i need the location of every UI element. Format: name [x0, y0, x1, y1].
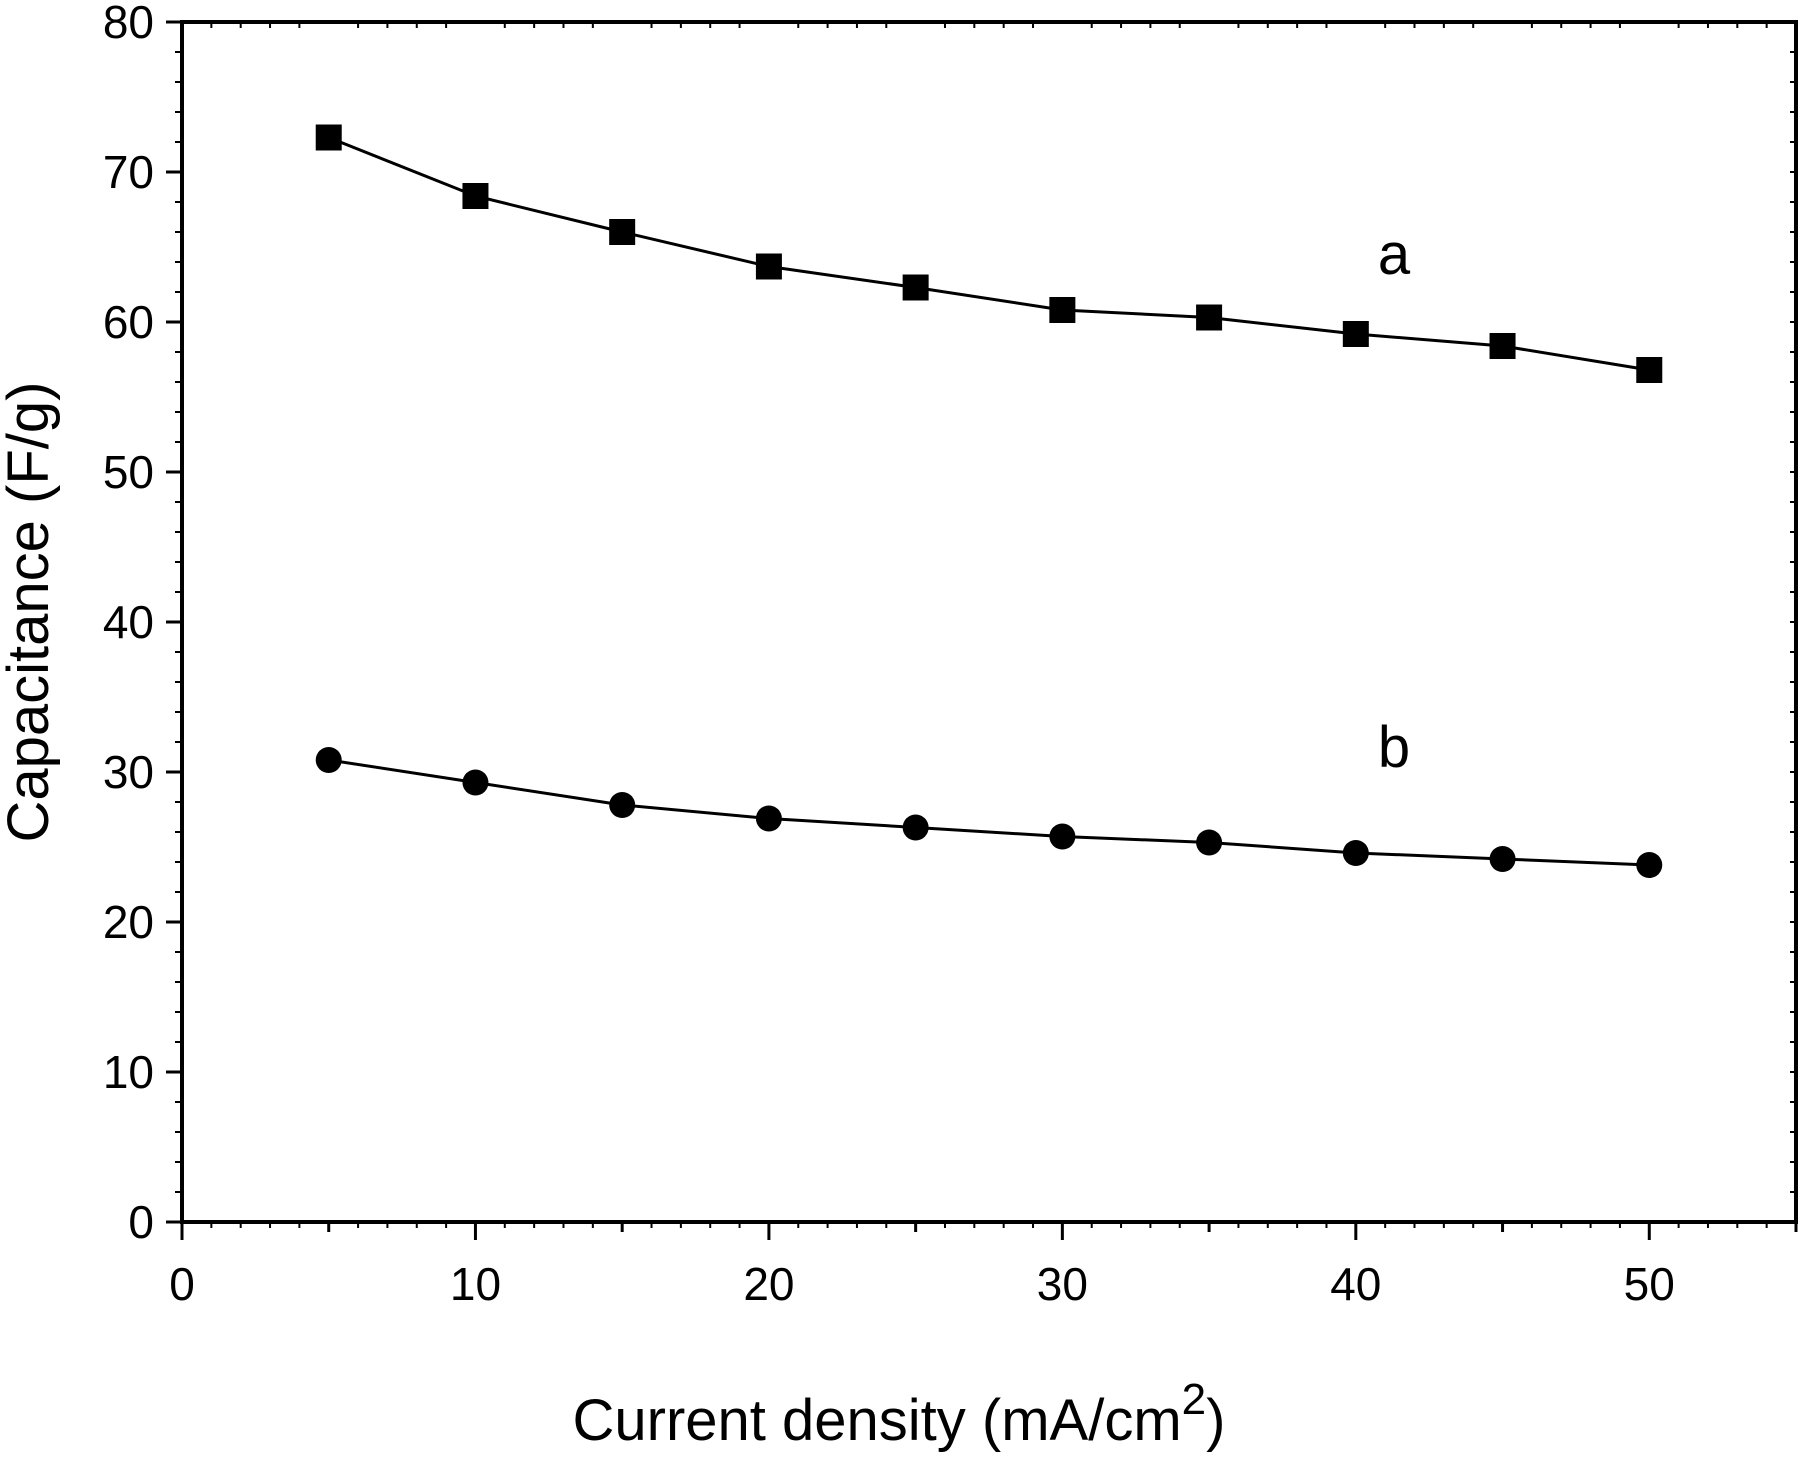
data-point-b [1636, 852, 1663, 878]
data-point-a [1489, 333, 1516, 359]
data-point-b [902, 814, 929, 841]
data-point-a [609, 219, 636, 245]
y-tick-label: 40 [103, 596, 154, 648]
x-tick-label: 40 [1330, 1258, 1381, 1310]
data-point-a [1636, 357, 1663, 383]
x-axis-title-close: ) [1206, 1388, 1225, 1453]
x-tick-label: 0 [169, 1258, 195, 1310]
data-point-a [1342, 321, 1369, 347]
y-tick-label: 20 [103, 896, 154, 948]
series-line-b [328, 758, 1650, 867]
data-point-a [462, 183, 489, 209]
series-group [315, 124, 1663, 878]
data-point-b [1196, 829, 1223, 856]
x-tick-label: 30 [1037, 1258, 1088, 1310]
y-tick-label: 70 [103, 146, 154, 198]
y-tick-label: 80 [103, 0, 154, 48]
series-label-b: b [1378, 715, 1410, 780]
x-axis-title-main: Current density (mA/cm [573, 1388, 1182, 1453]
y-tick-label: 50 [103, 446, 154, 498]
axis-tick-labels: 0 10 20 30 40 50 0 10 20 30 40 50 60 70 80 [103, 0, 1675, 1310]
data-point-a [1196, 304, 1223, 331]
plot-frame [180, 20, 1798, 1224]
x-tick-label: 20 [743, 1258, 794, 1310]
x-axis-title: Current density (mA/cm2) [573, 1375, 1226, 1453]
axis-ticks [166, 20, 1798, 1240]
series-labels: ab [1378, 222, 1411, 780]
y-tick-label: 30 [103, 746, 154, 798]
x-tick-label: 50 [1624, 1258, 1675, 1310]
data-point-a [315, 124, 342, 151]
series-label-a: a [1378, 222, 1411, 287]
series-line-a [328, 136, 1650, 372]
data-point-b [315, 747, 342, 773]
x-tick-label: 10 [450, 1258, 501, 1310]
data-point-b [1489, 846, 1516, 872]
data-point-a [755, 253, 782, 280]
data-point-a [1049, 297, 1076, 323]
x-axis-title-superscript: 2 [1182, 1375, 1206, 1424]
data-point-b [1049, 823, 1076, 850]
data-point-b [1342, 840, 1369, 866]
data-point-b [462, 769, 489, 796]
data-point-b [755, 805, 782, 832]
data-point-b [609, 792, 636, 818]
y-tick-label: 10 [103, 1046, 154, 1098]
y-axis-title: Capacitance (F/g) [0, 382, 61, 843]
y-tick-label: 0 [128, 1196, 154, 1248]
data-point-a [902, 274, 929, 301]
y-tick-label: 60 [103, 296, 154, 348]
